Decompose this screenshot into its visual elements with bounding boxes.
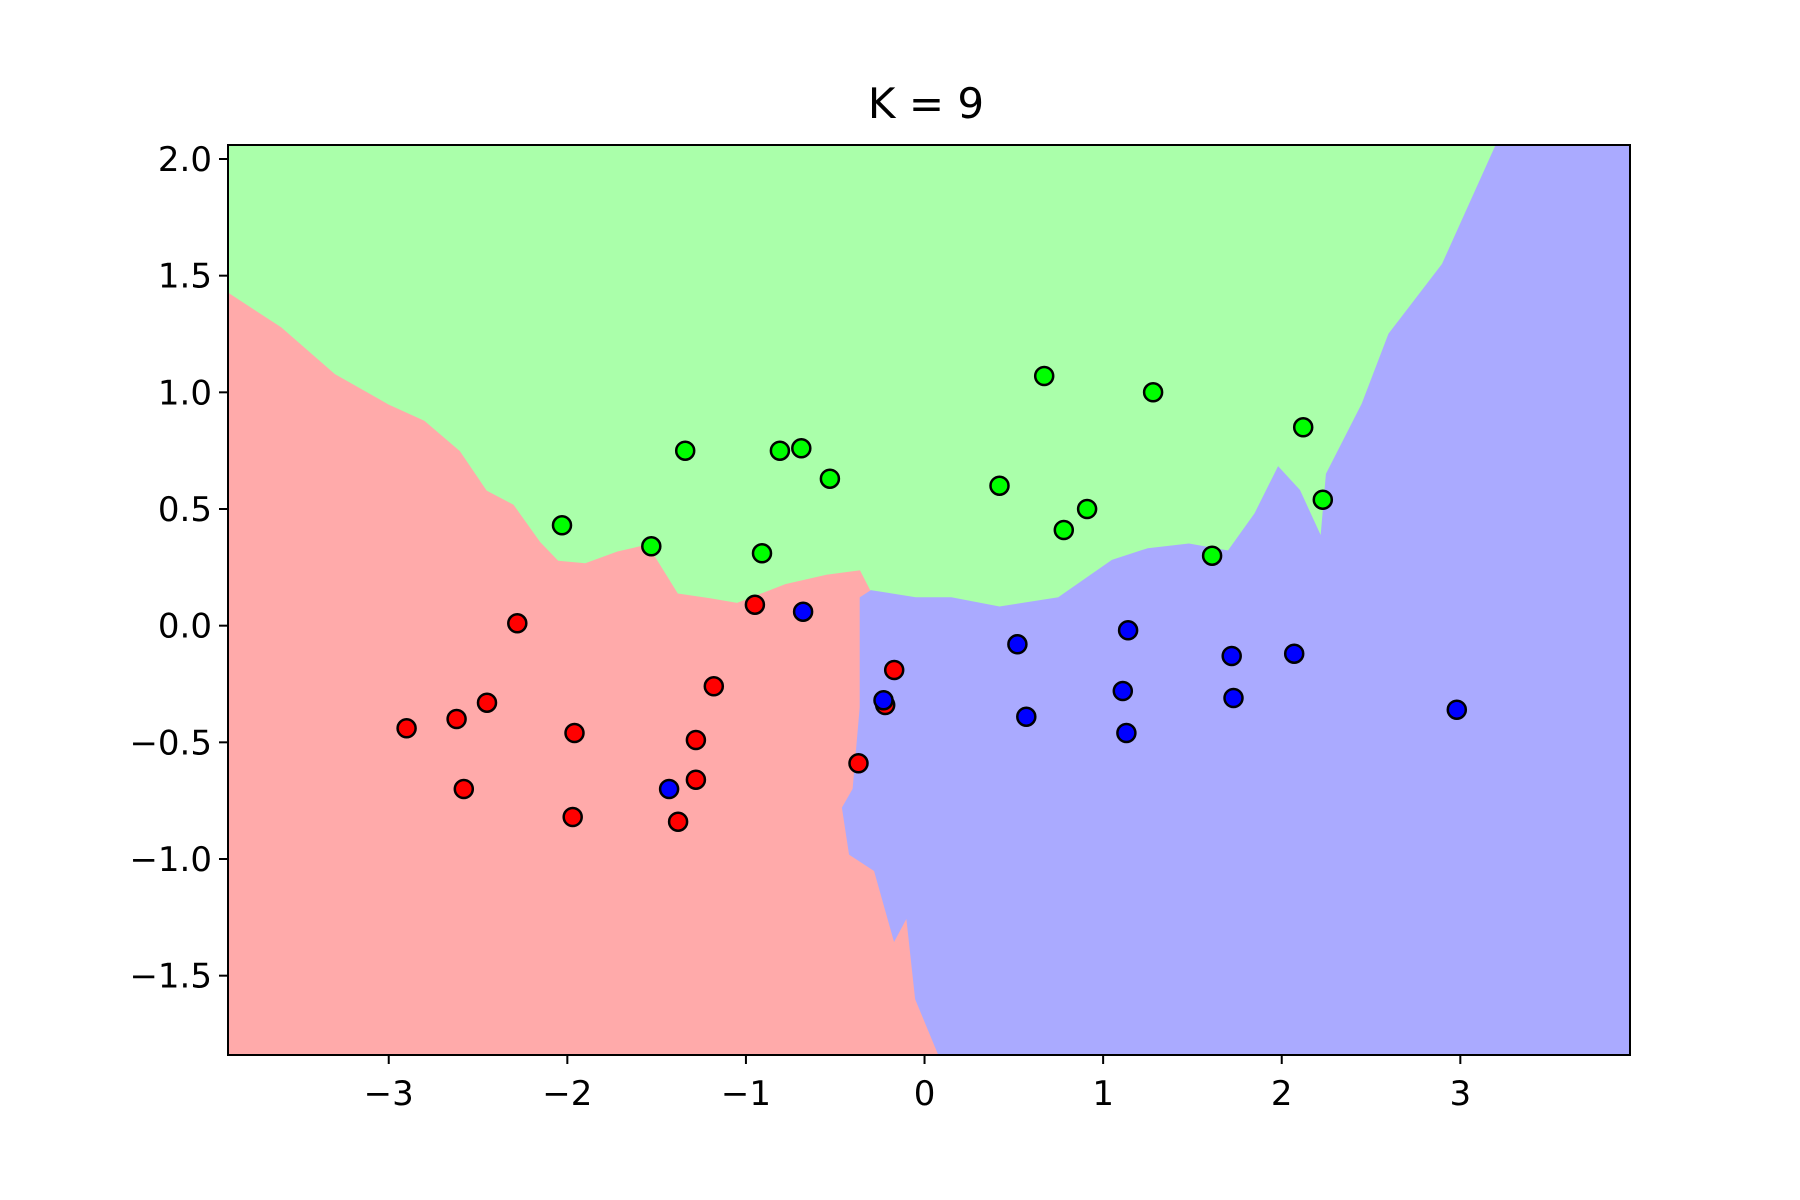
data-point: [1446, 699, 1468, 720]
x-tick-label: 2: [1271, 1074, 1293, 1114]
data-point: [685, 769, 707, 790]
data-points: [396, 365, 1468, 832]
data-point: [658, 778, 680, 800]
data-point: [1117, 620, 1139, 641]
data-point: [883, 659, 905, 681]
y-tick-label: 1.5: [158, 257, 212, 297]
data-point: [453, 778, 475, 800]
data-point: [1112, 680, 1134, 702]
data-point: [551, 515, 573, 536]
data-point: [769, 440, 791, 461]
x-tick-label: 1: [1092, 1074, 1114, 1114]
data-point: [1201, 545, 1223, 566]
data-point: [667, 811, 689, 832]
data-point: [1312, 489, 1334, 510]
data-point: [507, 613, 528, 634]
data-point: [396, 718, 417, 739]
data-point: [562, 806, 583, 828]
data-point: [1076, 498, 1098, 520]
data-point: [819, 468, 841, 489]
data-point: [1221, 645, 1242, 667]
data-point: [1223, 687, 1244, 709]
data-point: [476, 692, 498, 713]
data-point: [641, 536, 662, 557]
data-point: [1033, 365, 1055, 387]
data-point: [744, 594, 766, 615]
plot-area: [227, 144, 1631, 1056]
data-point: [791, 438, 812, 459]
y-tick-label: −1.5: [129, 957, 212, 997]
data-point: [848, 753, 869, 774]
data-point: [873, 690, 894, 711]
y-tick-label: 0.0: [158, 607, 212, 647]
plot-frame: [227, 144, 1631, 1056]
data-point: [685, 729, 707, 751]
x-tick-label: −1: [721, 1074, 771, 1114]
x-tick-label: 3: [1450, 1074, 1472, 1114]
data-point: [1116, 722, 1137, 744]
data-point: [1053, 519, 1075, 541]
data-point: [1142, 382, 1164, 403]
data-point: [989, 475, 1010, 496]
data-point: [1016, 706, 1037, 727]
x-tick-label: −2: [542, 1074, 592, 1114]
data-point: [564, 722, 585, 744]
data-point: [674, 440, 696, 461]
y-tick-label: 1.0: [158, 373, 212, 413]
data-point: [751, 543, 773, 564]
x-tick-label: 0: [914, 1074, 936, 1114]
x-tick-label: −3: [364, 1074, 414, 1114]
data-point: [1292, 417, 1314, 438]
x-axis: −3 −2 −1 0 1 2 3: [364, 1055, 1471, 1114]
data-point: [1283, 643, 1305, 664]
chart-title: K = 9: [868, 79, 984, 128]
data-point: [703, 676, 725, 697]
decision-region-blue: [841, 144, 1631, 1056]
data-point: [446, 708, 467, 730]
y-tick-label: −0.5: [129, 723, 212, 763]
y-tick-label: 0.5: [158, 490, 212, 530]
y-tick-label: −1.0: [129, 840, 212, 880]
y-tick-label: 2.0: [158, 140, 212, 180]
data-point: [792, 601, 814, 622]
data-point: [1007, 634, 1028, 655]
decision-regions: [227, 144, 1631, 1056]
y-axis: −1.5 −1.0 −0.5 0.0 0.5 1.0 1.5 2.0: [129, 140, 228, 997]
